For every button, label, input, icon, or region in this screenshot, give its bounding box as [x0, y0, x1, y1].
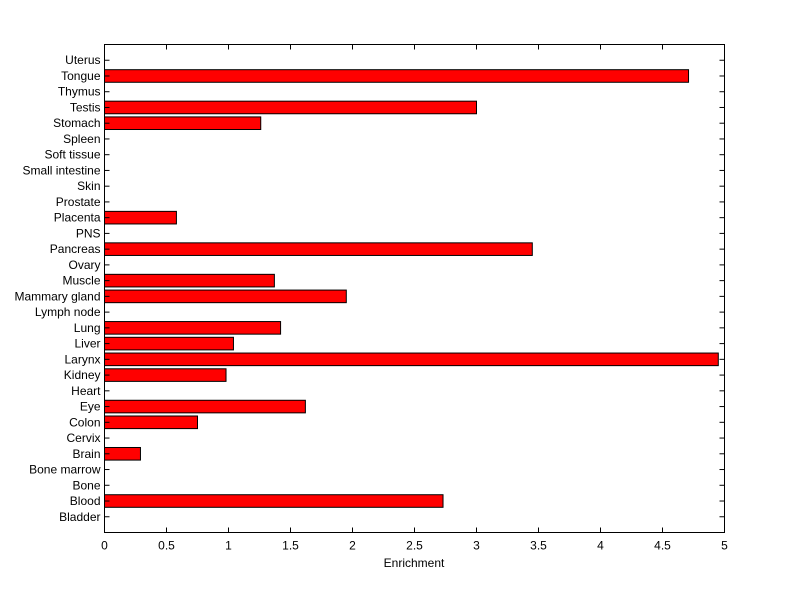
x-axis-label: Enrichment — [384, 556, 445, 570]
y-tick-label-skin: Skin — [77, 179, 100, 193]
y-tick-label-muscle: Muscle — [62, 274, 100, 288]
y-tick-label-kidney: Kidney — [64, 368, 101, 382]
y-tick-label-lung: Lung — [74, 321, 101, 335]
y-tick-label-mammary-gland: Mammary gland — [14, 289, 100, 303]
x-tick-label: 1.5 — [282, 539, 299, 553]
y-tick-label-prostate: Prostate — [56, 195, 101, 209]
y-tick-label-bone-marrow: Bone marrow — [29, 463, 101, 477]
x-tick-label: 4.5 — [654, 539, 671, 553]
y-tick-label-blood: Blood — [70, 494, 101, 508]
y-tick-label-ovary: Ovary — [68, 258, 100, 272]
y-tick-label-colon: Colon — [69, 415, 100, 429]
bar-pancreas — [104, 242, 533, 256]
bar-muscle — [104, 273, 275, 288]
y-tick-label-heart: Heart — [71, 384, 101, 398]
y-tick-label-cervix: Cervix — [66, 431, 100, 445]
y-ticks — [104, 59, 725, 518]
bar-brain — [104, 446, 141, 461]
y-tick-label-thymus: Thymus — [58, 85, 101, 99]
x-tick-label: 3.5 — [530, 539, 547, 553]
y-tick-label-brain: Brain — [72, 447, 100, 461]
bar-eye — [104, 399, 306, 414]
bar-stomach — [104, 116, 262, 131]
bar-larynx — [104, 352, 719, 367]
y-tick-label-bladder: Bladder — [59, 510, 100, 524]
y-tick-label-bone: Bone — [72, 478, 100, 492]
y-tick-label-liver: Liver — [74, 337, 100, 351]
y-tick-label-stomach: Stomach — [53, 116, 100, 130]
y-tick-label-pns: PNS — [76, 226, 101, 240]
bar-kidney — [104, 368, 227, 382]
x-tick-labels: 0 0.5 1 1.5 2 2.5 3 3.5 4 4.5 5 — [101, 539, 728, 553]
x-tick-label: 1 — [225, 539, 232, 553]
y-tick-label-lymph-node: Lymph node — [35, 305, 101, 319]
x-tick-label: 0.5 — [158, 539, 175, 553]
bar-liver — [104, 336, 234, 351]
y-tick-label-pancreas: Pancreas — [50, 242, 101, 256]
y-tick-label-larynx: Larynx — [64, 352, 100, 366]
y-tick-label-tongue: Tongue — [61, 69, 101, 83]
bar-colon — [104, 415, 198, 430]
x-tick-label: 3 — [473, 539, 480, 553]
y-tick-label-small-intestine: Small intestine — [22, 163, 100, 177]
y-tick-label-soft-tissue: Soft tissue — [44, 148, 100, 162]
y-tick-label-uterus: Uterus — [65, 53, 100, 67]
bars — [104, 69, 719, 508]
bar-blood — [104, 494, 444, 508]
x-tick-label: 0 — [101, 539, 108, 553]
y-tick-label-testis: Testis — [70, 100, 101, 114]
plot-frame — [104, 44, 725, 533]
bar-testis — [104, 100, 477, 115]
y-tick-label-placenta: Placenta — [54, 211, 101, 225]
bar-tongue — [104, 69, 690, 83]
x-tick-label: 4 — [597, 539, 604, 553]
x-tick-label: 2.5 — [406, 539, 423, 553]
bar-placenta — [104, 210, 177, 225]
x-tick-label: 2 — [349, 539, 356, 553]
y-tick-label-spleen: Spleen — [63, 132, 100, 146]
bar-mammary-gland — [104, 289, 347, 304]
x-tick-label: 5 — [721, 539, 728, 553]
bar-lung — [104, 321, 282, 335]
y-tick-label-eye: Eye — [80, 400, 101, 414]
